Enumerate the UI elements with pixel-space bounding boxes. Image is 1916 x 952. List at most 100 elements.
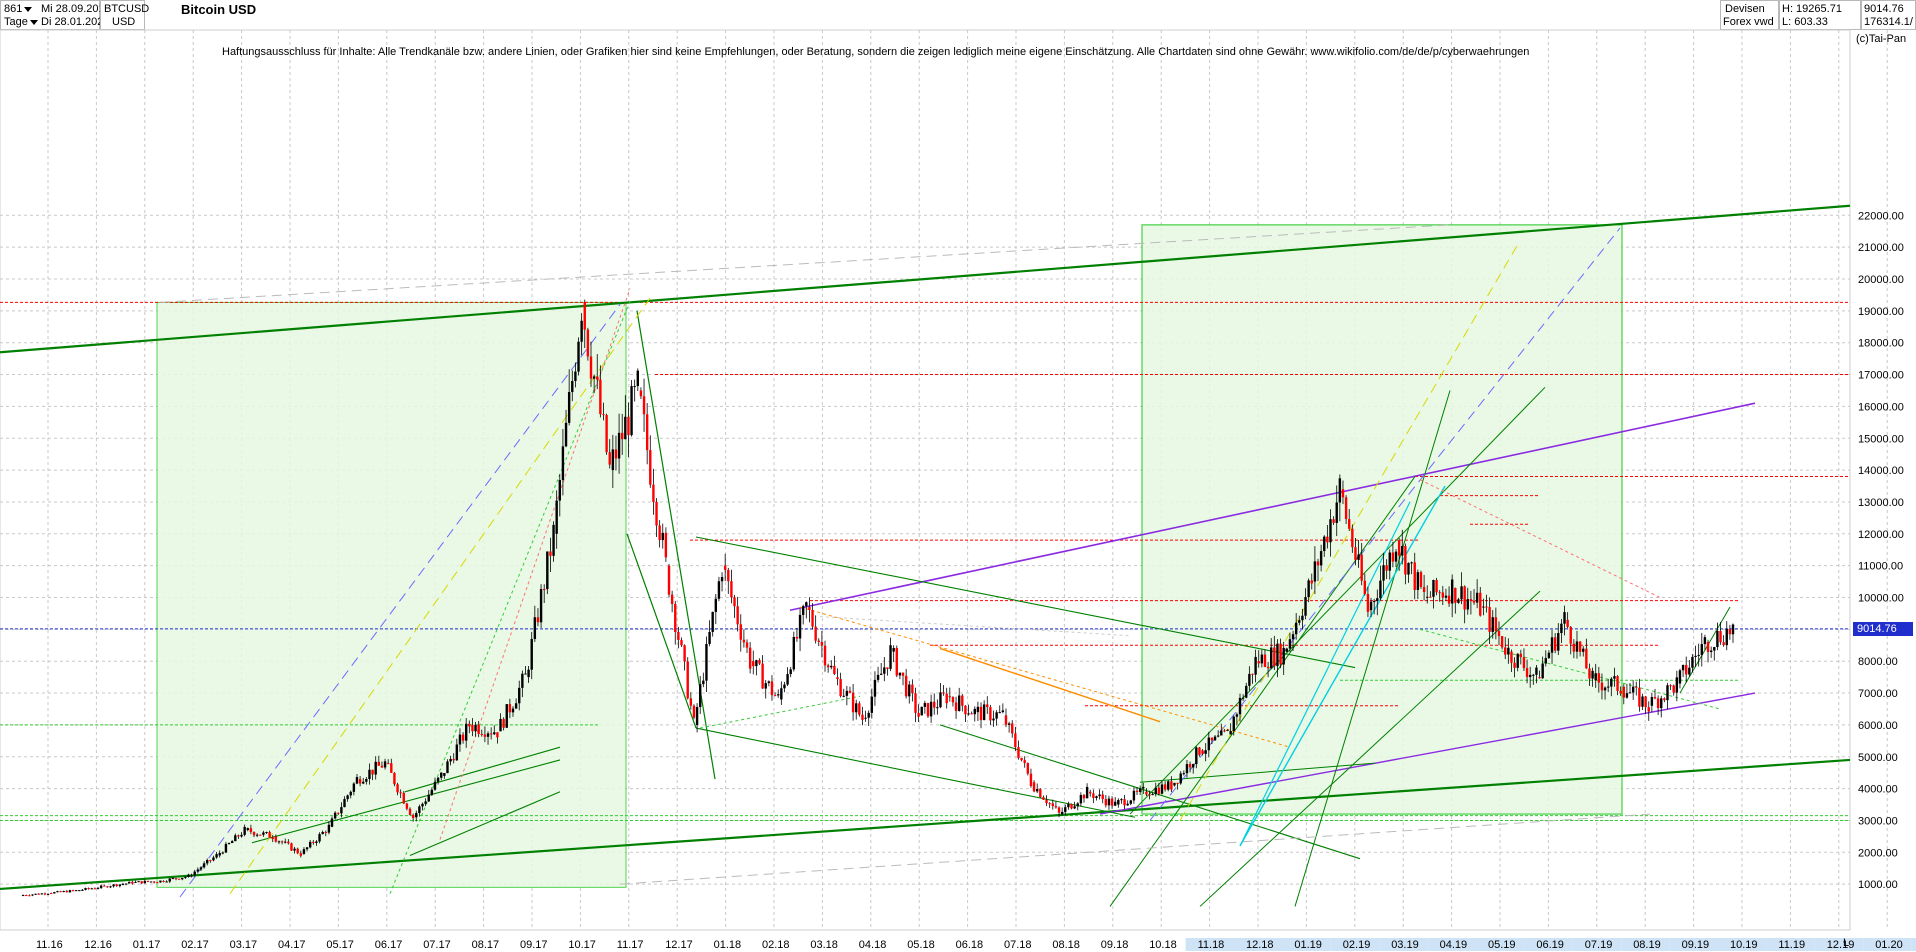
candle-body [674, 603, 677, 633]
analysis-zones [156, 224, 1623, 888]
candle-body [717, 581, 721, 599]
candle-body [1007, 723, 1011, 725]
candle-body [408, 808, 412, 815]
candle-body [901, 672, 905, 676]
candle-body [1706, 642, 1710, 653]
candle-body [583, 302, 586, 330]
candle-body [1450, 579, 1454, 604]
candle-body [814, 626, 817, 641]
candle-body [642, 396, 646, 415]
candle-body [202, 863, 206, 868]
candle-body [798, 614, 802, 639]
candle-body [514, 703, 518, 709]
candle-body [1454, 587, 1457, 603]
candle-body [936, 707, 939, 709]
header-symbol-box: BTCUSD USD [100, 0, 149, 30]
candle-body [1641, 696, 1644, 707]
x-tick-label: 10.17 [568, 939, 596, 951]
candle-body [90, 888, 93, 890]
candle-body [1313, 561, 1317, 582]
y-tick-label: 1000.00 [1858, 879, 1898, 891]
candle-body [259, 834, 262, 836]
candle-body [1354, 547, 1357, 560]
bar-count-dropdown[interactable]: 861 [4, 3, 34, 16]
candle-body [1154, 787, 1157, 795]
candle-body [904, 675, 908, 697]
y-tick-label: 4000.00 [1858, 784, 1898, 796]
candle-body [1098, 794, 1101, 797]
candle-body [43, 893, 47, 895]
period-dropdown[interactable]: Tage [4, 16, 40, 29]
candle-body [227, 843, 231, 845]
candle-body [1288, 639, 1292, 649]
candle-body [430, 789, 434, 795]
candle-body [215, 854, 218, 858]
candle-body [308, 841, 312, 848]
candle-body [1622, 686, 1625, 698]
fan-line [939, 724, 1361, 860]
candle-body [1582, 648, 1585, 652]
candle-body [1422, 586, 1426, 593]
candle-body [1201, 750, 1204, 754]
candle-body [627, 416, 630, 436]
candle-body [1404, 546, 1407, 575]
candle-body [1070, 804, 1073, 809]
candle-body [957, 695, 961, 711]
candle-body [1329, 519, 1332, 543]
candle-body [1145, 791, 1148, 795]
candle-body [1432, 580, 1435, 597]
candle-body [748, 647, 752, 669]
candle-body [1260, 654, 1264, 664]
candle-body [1341, 489, 1345, 498]
y-tick-label: 5000.00 [1858, 752, 1898, 764]
candle-body [415, 813, 418, 818]
candle-body [84, 888, 87, 890]
candle-body [767, 681, 771, 684]
candle-body [99, 885, 103, 888]
candle-body [1048, 803, 1051, 805]
x-tick-highlight [1572, 938, 1622, 951]
x-tick-highlight [1476, 938, 1525, 951]
candle-body [196, 869, 200, 872]
candle-body [1491, 617, 1494, 632]
candle-body [986, 704, 989, 708]
candle-body [564, 422, 568, 447]
x-tick-label: 09.19 [1682, 939, 1710, 951]
candle-body [652, 484, 655, 502]
candle-body [1319, 551, 1323, 566]
fan-line [1139, 762, 1376, 783]
candle-body [833, 665, 836, 675]
candle-body [1709, 650, 1713, 653]
x-tick-label: 06.19 [1536, 939, 1564, 951]
candle-body [343, 799, 346, 808]
candle-body [705, 643, 708, 681]
candle-body [1516, 653, 1519, 668]
candle-body [1563, 612, 1566, 624]
candle-body [265, 832, 268, 834]
candle-body [911, 684, 914, 694]
candle-body [886, 667, 889, 669]
candle-body [929, 701, 933, 717]
candle-body [530, 638, 533, 670]
low-value: L: 603.33 [1782, 16, 1828, 28]
candle-body [93, 888, 97, 890]
fan-line [1109, 476, 1416, 907]
candle-body [443, 773, 446, 776]
candle-body [1460, 586, 1463, 600]
candle-body [50, 893, 53, 895]
candle-body [390, 763, 393, 773]
candle-body [939, 692, 942, 708]
y-tick-label: 17000.00 [1858, 370, 1904, 382]
candle-body [418, 806, 421, 814]
candle-body [1110, 798, 1114, 806]
x-tick-label: 01.19 [1294, 939, 1322, 951]
candle-body [805, 602, 808, 607]
candle-body [346, 795, 349, 800]
candle-body [1572, 643, 1576, 652]
candle-body [758, 660, 761, 664]
candle-body [177, 878, 181, 880]
candle-body [25, 895, 28, 897]
candle-body [845, 690, 849, 696]
candle-body [1157, 787, 1161, 794]
